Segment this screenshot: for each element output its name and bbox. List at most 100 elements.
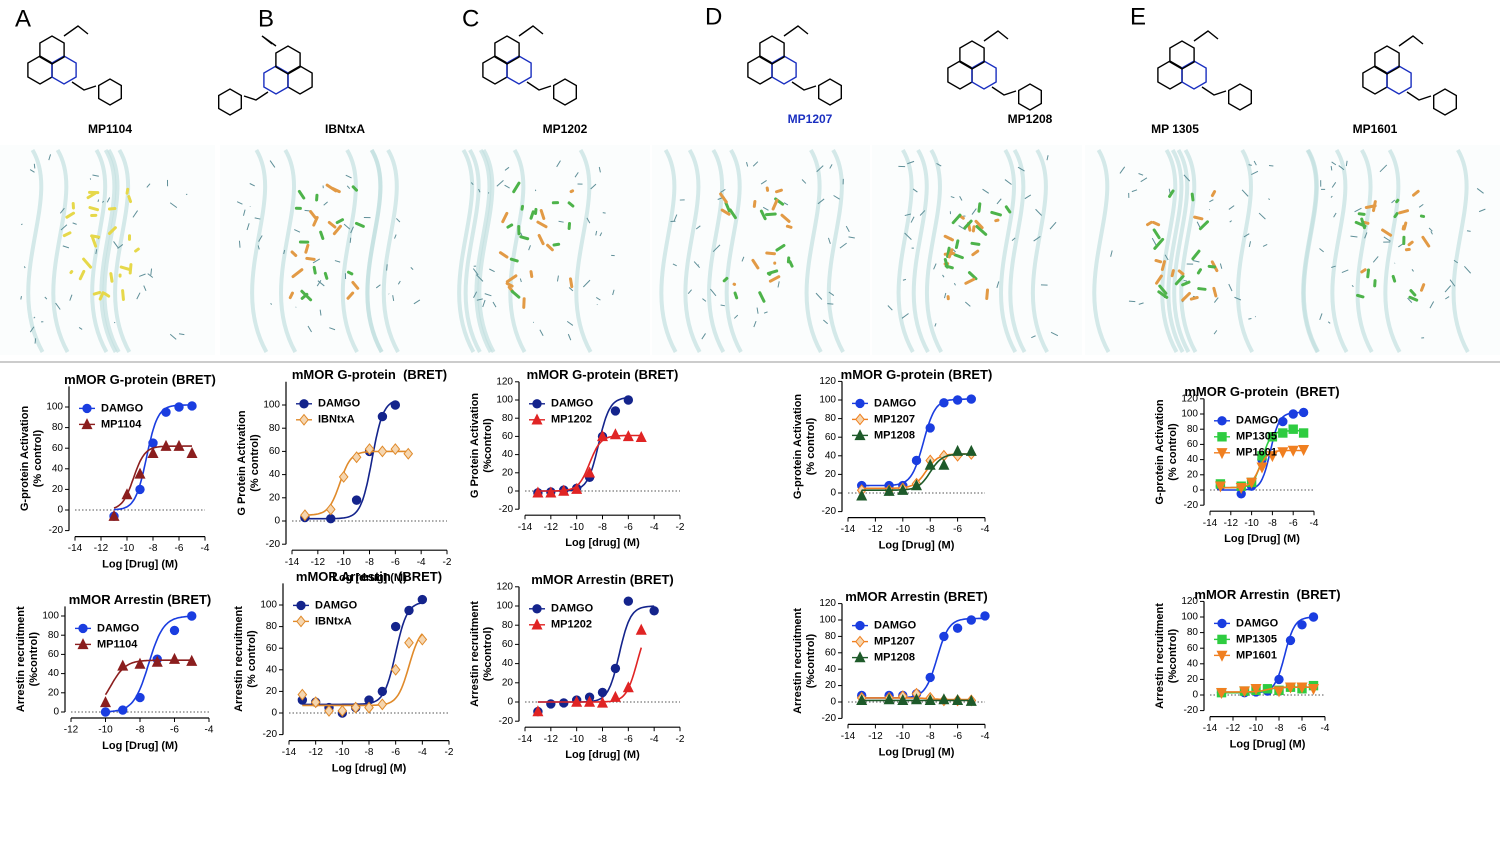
point — [966, 615, 976, 625]
point — [187, 611, 197, 621]
y-tick-label: 0 — [53, 707, 59, 718]
ligand — [121, 289, 125, 301]
residue — [1131, 189, 1138, 193]
compound-name: IBNtxA — [325, 122, 365, 136]
x-tick-label: -6 — [624, 734, 633, 745]
ligand — [92, 290, 102, 296]
legend-label: DAMGO — [874, 397, 917, 409]
residue — [693, 261, 701, 269]
point — [854, 651, 866, 663]
residue — [1004, 179, 1012, 185]
residue — [996, 198, 1002, 205]
point — [300, 509, 310, 522]
residue — [1140, 177, 1148, 183]
residue — [950, 196, 955, 199]
residue — [1364, 232, 1368, 239]
residue — [783, 202, 789, 206]
ligand — [65, 211, 76, 219]
residue — [801, 179, 807, 184]
point — [377, 445, 388, 458]
point — [622, 681, 634, 693]
residue — [349, 237, 352, 243]
point — [610, 406, 621, 416]
y-axis-label: (% control) — [32, 429, 44, 487]
helix — [826, 148, 845, 353]
point — [173, 439, 185, 451]
ligand — [780, 213, 791, 223]
residue — [249, 183, 255, 187]
point — [1278, 416, 1288, 427]
ligand — [733, 291, 739, 300]
bond — [991, 86, 1017, 96]
point — [77, 638, 89, 650]
y-tick-label: 20 — [825, 680, 837, 691]
point — [911, 455, 922, 466]
bond — [1201, 86, 1227, 96]
x-tick-label: -10 — [335, 747, 350, 758]
residue — [556, 275, 559, 282]
residue — [329, 327, 336, 331]
helix — [90, 148, 109, 353]
ring — [506, 55, 532, 85]
ligand — [312, 215, 319, 227]
ligand — [331, 186, 341, 194]
residue — [1407, 297, 1413, 303]
legend-label: MP1202 — [551, 414, 592, 426]
point — [1278, 428, 1288, 438]
helix — [1330, 148, 1349, 353]
ligand — [1157, 290, 1169, 299]
residue — [1209, 199, 1214, 203]
bond — [783, 25, 809, 37]
ring — [494, 35, 520, 65]
point — [924, 458, 936, 470]
residue — [720, 304, 726, 307]
residue — [482, 299, 486, 308]
residue — [136, 292, 141, 300]
helix — [477, 148, 496, 353]
bond — [243, 91, 269, 101]
residue — [132, 210, 138, 218]
residue — [528, 245, 531, 251]
compound-name: MP1104 — [88, 122, 132, 136]
ligand — [1155, 274, 1163, 285]
ligand — [1152, 228, 1161, 240]
y-tick-label: 60 — [266, 643, 278, 654]
ligand — [519, 235, 530, 241]
ring — [1169, 40, 1195, 70]
ligand — [1197, 287, 1207, 291]
residue — [672, 263, 677, 267]
ring — [1362, 65, 1388, 95]
ligand — [720, 208, 731, 216]
residue — [1466, 230, 1471, 232]
residue — [1418, 203, 1424, 208]
ligand — [537, 233, 545, 246]
chart: -20 0 20 40 60 80 100 120 -14 -12 -10 -8 -6 -4 -2 Log [… — [469, 572, 685, 761]
compound-name: MP1202 — [543, 122, 588, 136]
residue — [20, 296, 22, 300]
point — [337, 704, 348, 717]
residue — [815, 292, 823, 300]
x-tick-label: -14 — [518, 522, 533, 533]
ligand — [512, 181, 521, 194]
point — [364, 701, 374, 714]
ligand — [335, 218, 345, 225]
docking-image — [652, 145, 870, 355]
ligand — [1409, 289, 1417, 297]
x-tick-label: -8 — [1275, 723, 1284, 734]
helix — [1235, 148, 1254, 353]
residue — [567, 333, 572, 341]
residue — [78, 327, 83, 330]
residue — [586, 217, 591, 224]
helix — [51, 148, 70, 353]
residue — [269, 160, 276, 168]
panel-letter: D — [705, 3, 722, 30]
ligand — [1160, 260, 1166, 272]
helix — [1160, 148, 1179, 353]
y-axis-label: Arrestin recruitment — [1154, 603, 1166, 709]
residue — [242, 209, 246, 216]
point — [1287, 445, 1299, 457]
residue — [1050, 331, 1059, 337]
point — [310, 696, 321, 709]
residue — [816, 165, 824, 173]
point — [952, 395, 963, 405]
